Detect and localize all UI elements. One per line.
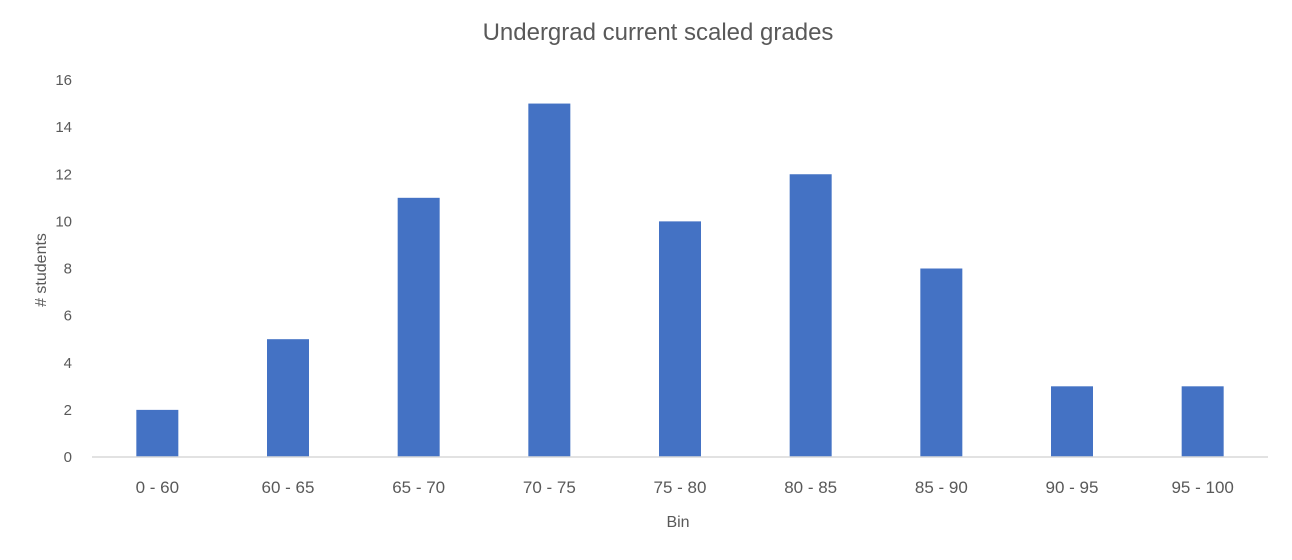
y-tick-label: 6 — [64, 308, 72, 325]
y-axis-title: # students — [33, 233, 50, 307]
x-tick-label: 0 - 60 — [136, 478, 179, 497]
y-axis-ticks: 0 2 4 6 8 10 12 14 16 — [55, 72, 72, 466]
x-tick-label: 60 - 65 — [262, 478, 315, 497]
bar — [920, 268, 963, 457]
x-axis-title: Bin — [666, 514, 689, 531]
bars — [136, 103, 1224, 457]
x-tick-label: 65 - 70 — [392, 478, 445, 497]
y-tick-label: 10 — [55, 213, 72, 230]
x-axis-ticks: 0 - 60 60 - 65 65 - 70 70 - 75 75 - 80 80 - 8… — [136, 478, 1234, 497]
x-tick-label: 80 - 85 — [784, 478, 837, 497]
x-tick-label: 90 - 95 — [1046, 478, 1099, 497]
bar — [267, 339, 309, 457]
y-tick-label: 4 — [64, 355, 72, 372]
y-tick-label: 8 — [64, 261, 72, 278]
bar — [789, 174, 832, 457]
y-tick-label: 14 — [55, 119, 72, 136]
x-tick-label: 70 - 75 — [523, 478, 576, 497]
bar — [136, 409, 179, 457]
chart-title: Undergrad current scaled grades — [483, 19, 834, 46]
y-tick-label: 12 — [55, 166, 72, 183]
bar — [528, 103, 571, 457]
x-tick-label: 75 - 80 — [654, 478, 707, 497]
y-tick-label: 16 — [55, 72, 72, 89]
bar — [397, 197, 440, 457]
x-tick-label: 85 - 90 — [915, 478, 968, 497]
bar — [659, 221, 701, 457]
y-tick-label: 0 — [64, 449, 72, 466]
y-tick-label: 2 — [64, 402, 72, 419]
bar — [1181, 386, 1224, 457]
x-tick-label: 95 - 100 — [1171, 478, 1233, 497]
bar — [1051, 386, 1093, 457]
